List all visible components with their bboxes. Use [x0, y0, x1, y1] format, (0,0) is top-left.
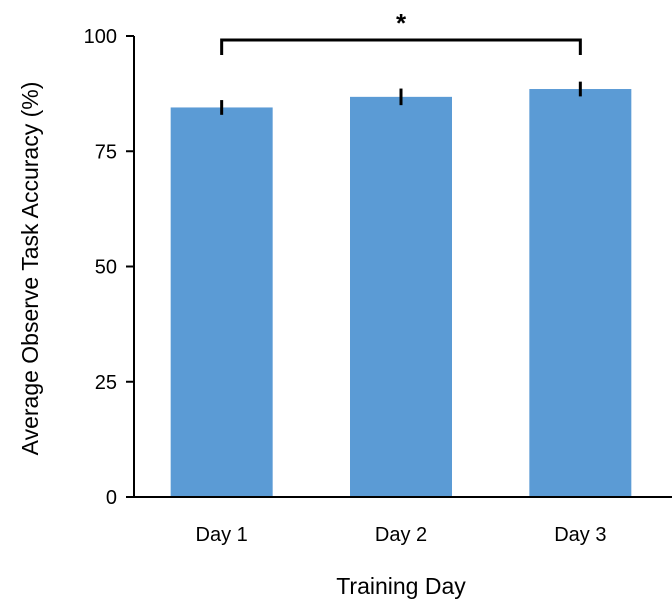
y-ticks-layer: 0 25 50 75 100: [84, 26, 134, 509]
bar-day-2: [350, 96, 452, 498]
x-tick-label: Day 1: [196, 524, 248, 546]
x-tick-label: Day 2: [375, 524, 427, 546]
bar-day-3: [529, 89, 632, 497]
significance-label: *: [396, 8, 407, 38]
significance-layer: *: [220, 8, 582, 55]
x-ticks-layer: Day 1 Day 2 Day 3: [196, 524, 607, 546]
y-tick-label: 25: [95, 372, 117, 394]
y-axis-title: Average Observe Task Accuracy (%): [17, 82, 43, 456]
y-tick-label: 50: [95, 257, 117, 279]
y-tick-label: 75: [95, 141, 117, 163]
significance-bracket: [220, 38, 582, 55]
y-tick-label: 100: [84, 26, 117, 48]
x-axis-title: Training Day: [336, 573, 466, 599]
x-tick-label: Day 3: [554, 524, 606, 546]
bar-day-1: [170, 107, 273, 497]
y-tick-label: 0: [106, 487, 117, 509]
error-bars-layer: [220, 81, 582, 115]
bars-layer: [170, 89, 632, 498]
